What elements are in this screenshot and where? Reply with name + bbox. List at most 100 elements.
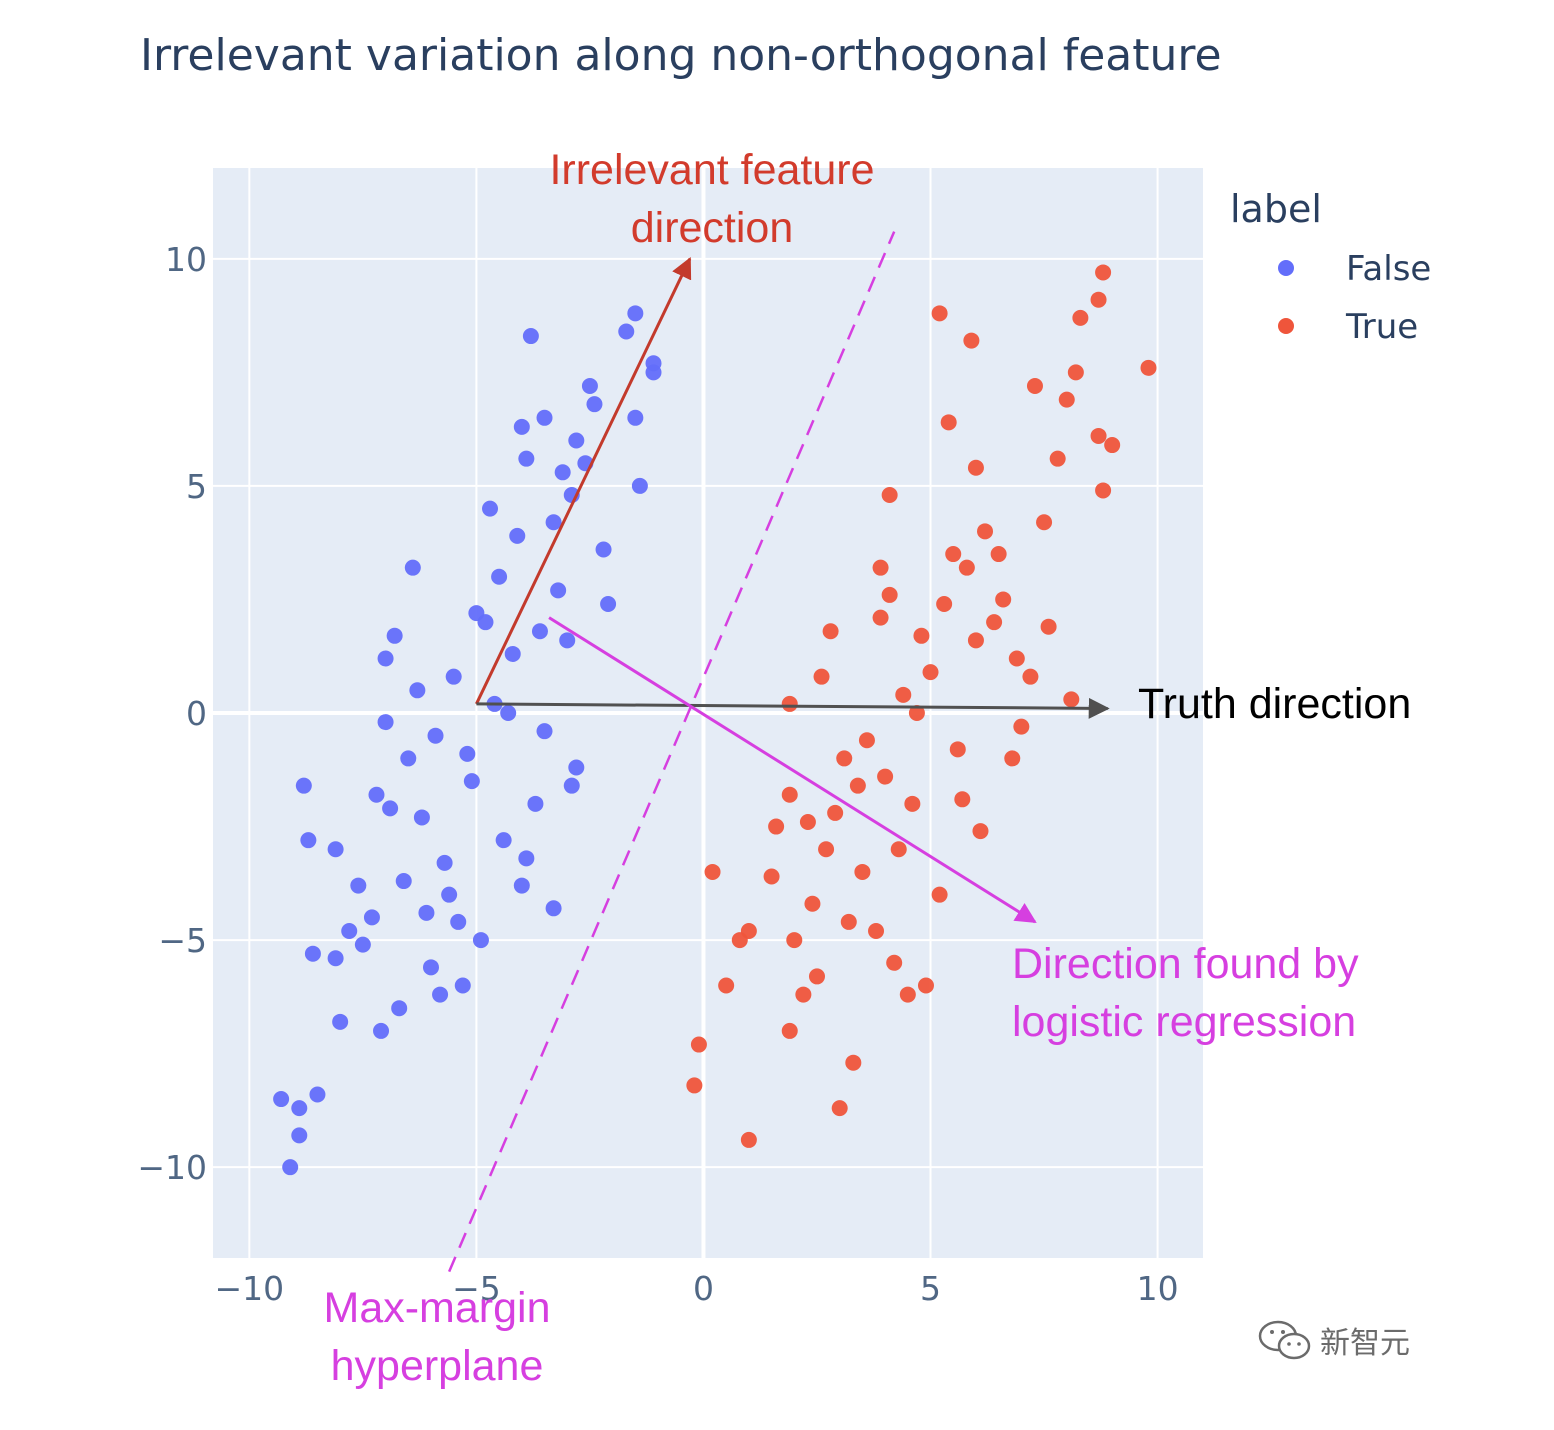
data-point — [600, 596, 617, 612]
data-point — [1063, 691, 1080, 708]
data-point — [491, 568, 508, 585]
data-point — [595, 541, 612, 558]
data-point — [704, 863, 721, 880]
data-point — [618, 323, 635, 340]
data-point — [931, 305, 948, 322]
data-point — [986, 614, 1003, 631]
data-point — [877, 768, 894, 785]
data-point — [1067, 364, 1084, 381]
data-point — [836, 750, 853, 767]
data-point — [690, 1036, 707, 1053]
data-point — [304, 945, 321, 962]
data-point — [354, 936, 371, 953]
data-point — [931, 886, 948, 903]
data-point — [495, 832, 512, 849]
data-point — [936, 596, 953, 612]
data-point — [309, 1086, 326, 1103]
truth-direction-label: Truth direction — [1138, 680, 1411, 728]
data-point — [536, 723, 553, 740]
data-point — [1095, 482, 1112, 499]
data-point — [500, 705, 517, 721]
data-point — [341, 923, 358, 939]
data-point — [427, 727, 444, 744]
legend-label: True — [1345, 307, 1418, 347]
data-point — [332, 1013, 349, 1030]
data-point — [459, 745, 476, 762]
data-point — [391, 1000, 408, 1017]
data-point — [504, 645, 521, 662]
watermark-text: 新智元 — [1320, 1326, 1410, 1361]
data-point — [872, 559, 889, 576]
data-point — [545, 514, 562, 531]
data-point — [958, 559, 975, 576]
data-point — [808, 968, 825, 985]
data-point — [631, 477, 648, 494]
data-point — [813, 668, 830, 685]
y-tick-label: 5 — [186, 467, 207, 506]
data-point — [445, 668, 462, 685]
data-point — [768, 818, 785, 835]
data-point — [890, 841, 907, 858]
y-tick-label: 0 — [186, 694, 207, 733]
data-point — [1090, 427, 1107, 444]
data-point — [1058, 391, 1075, 408]
data-point — [518, 850, 535, 867]
data-point — [463, 773, 480, 790]
max-margin-hyperplane-label: Max-margin hyperplane — [324, 1284, 551, 1390]
data-point — [899, 986, 916, 1003]
data-point — [327, 841, 344, 858]
data-point — [872, 609, 889, 626]
data-point — [291, 1127, 308, 1144]
data-point — [818, 841, 835, 858]
data-point — [1026, 378, 1043, 394]
legend-marker — [1278, 260, 1294, 276]
data-point — [363, 909, 380, 926]
data-point — [1090, 291, 1107, 308]
data-point — [522, 328, 539, 345]
x-tick-label: 10 — [1137, 1269, 1179, 1308]
data-point — [904, 795, 921, 812]
logistic-direction-arrow — [548, 616, 1037, 924]
data-point — [954, 791, 971, 808]
data-point — [731, 932, 748, 949]
data-point — [1008, 650, 1025, 667]
data-point — [858, 732, 875, 749]
data-point — [559, 632, 576, 649]
data-point — [518, 450, 535, 467]
data-point — [949, 741, 966, 758]
data-point — [368, 786, 385, 803]
data-point — [795, 986, 812, 1003]
data-point — [513, 877, 530, 894]
data-point — [804, 895, 821, 912]
data-point — [300, 832, 317, 849]
data-point — [441, 886, 458, 903]
x-tick-label: 0 — [693, 1269, 714, 1308]
data-point — [827, 804, 844, 821]
series-false — [273, 305, 662, 1176]
data-point — [786, 932, 803, 949]
data-point — [886, 954, 903, 971]
data-point — [554, 464, 571, 481]
data-point — [963, 332, 980, 349]
data-point — [908, 705, 925, 721]
data-point — [568, 432, 585, 449]
data-point — [831, 1100, 848, 1117]
data-point — [1140, 359, 1157, 376]
data-point — [468, 605, 485, 622]
data-point — [432, 986, 449, 1003]
data-point — [513, 418, 530, 435]
data-point — [1095, 264, 1112, 281]
data-point — [1022, 668, 1039, 685]
data-point — [686, 1077, 703, 1094]
data-point — [545, 900, 562, 917]
x-tick-label: −5 — [452, 1269, 501, 1308]
data-point — [967, 632, 984, 649]
data-point — [995, 591, 1012, 608]
data-point — [404, 559, 421, 576]
data-point — [536, 409, 553, 426]
data-point — [1072, 309, 1089, 326]
data-point — [781, 695, 798, 712]
data-point — [881, 586, 898, 603]
data-point — [586, 396, 603, 413]
